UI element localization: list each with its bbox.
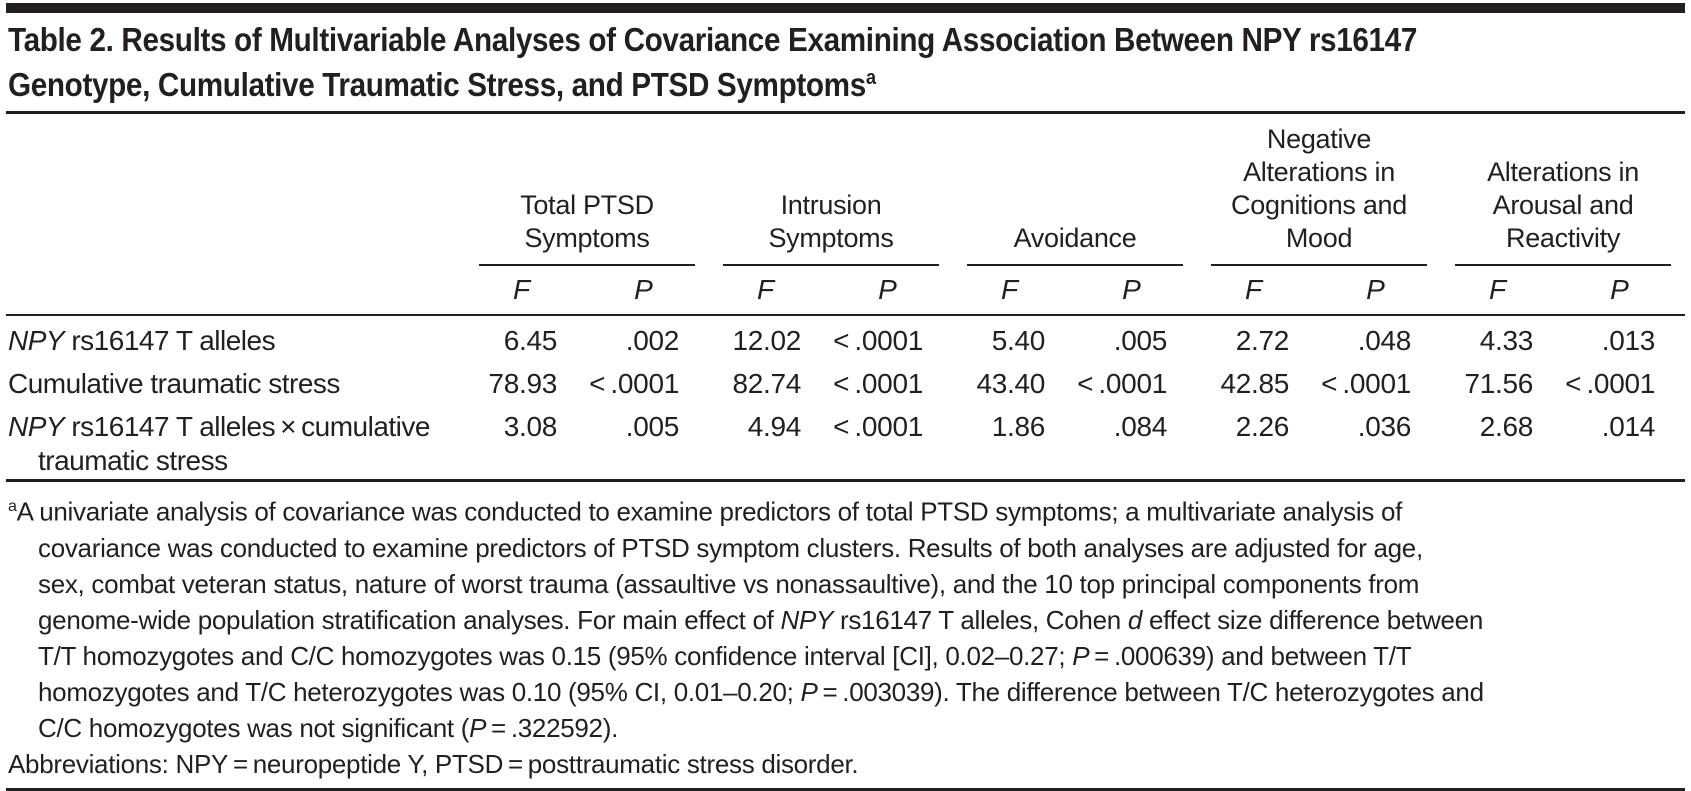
stat-header-f: F: [709, 266, 832, 316]
data-cell: 71.56: [1464, 368, 1534, 399]
data-cell: .005: [1113, 325, 1168, 356]
data-cell: 78.93: [488, 368, 557, 399]
data-cell: < .0001: [833, 368, 924, 399]
footnote-line: genome-wide population stratification an…: [38, 604, 1483, 635]
column-group-label: Avoidance: [967, 222, 1184, 266]
data-cell: 2.72: [1235, 325, 1290, 356]
data-cell: < .0001: [1565, 368, 1656, 399]
data-cell: 6.45: [503, 325, 558, 356]
stat-header-f: F: [1197, 266, 1320, 316]
data-cell: 4.33: [1479, 325, 1534, 356]
stat-header-p: P: [831, 266, 954, 316]
stat-header-f: F: [953, 266, 1076, 316]
column-group-label: Negative Alterations in Cognitions and Mood: [1211, 123, 1428, 266]
data-cell: 2.68: [1441, 402, 1564, 482]
footnote-line: covariance was conducted to examine pred…: [38, 532, 1423, 563]
data-cell: < .0001: [1077, 368, 1168, 399]
stat-header-p: P: [1563, 266, 1686, 316]
column-group-label: Intrusion Symptoms: [723, 189, 940, 266]
column-group-total-ptsd-symptoms: Total PTSD Symptoms: [465, 114, 709, 266]
data-cell: 5.40: [991, 325, 1046, 356]
data-cell: .014: [1563, 402, 1686, 482]
table-title-line1: Table 2. Results of Multivariable Analys…: [8, 21, 1417, 58]
row-label-header-spacer: [6, 114, 465, 266]
table-row: Cumulative traumatic stress 78.93 < .000…: [6, 359, 1685, 402]
data-cell: 3.08: [465, 402, 587, 482]
footnote-line: aA univariate analysis of covariance was…: [8, 496, 1403, 527]
row-label: Cumulative traumatic stress: [8, 368, 340, 399]
footnote-line: C/C homozygotes was not significant (P =…: [38, 712, 618, 743]
table-row: NPY rs16147 T alleles 6.45 .002 12.02 < …: [6, 315, 1685, 359]
data-cell: 4.94: [709, 402, 832, 482]
column-group-label: Total PTSD Symptoms: [479, 189, 696, 266]
data-cell: < .0001: [833, 325, 924, 356]
stat-header-f: F: [465, 266, 587, 316]
data-cell: 12.02: [732, 325, 802, 356]
data-cell: 82.74: [732, 368, 802, 399]
abbreviations-line: Abbreviations: NPY = neuropeptide Y, PTS…: [8, 748, 859, 779]
column-group-negative-alterations: Negative Alterations in Cognitions and Mood: [1197, 114, 1441, 266]
stat-header-p: P: [1319, 266, 1442, 316]
table-figure: Table 2. Results of Multivariable Analys…: [0, 3, 1691, 791]
column-group-arousal-reactivity: Alterations in Arousal and Reactivity: [1441, 114, 1685, 266]
stat-header-p: P: [1075, 266, 1198, 316]
top-rule: [6, 3, 1685, 13]
data-cell: < .0001: [589, 368, 680, 399]
row-label-line1: NPY rs16147 T alleles × cumulative: [8, 411, 430, 442]
data-cell: .013: [1601, 325, 1656, 356]
footnote-line: homozygotes and T/C heterozygotes was 0.…: [38, 676, 1484, 707]
row-label: NPY rs16147 T alleles: [8, 325, 276, 356]
data-cell: .002: [625, 325, 680, 356]
stat-header-f: F: [1441, 266, 1564, 316]
data-cell: .036: [1319, 402, 1442, 482]
row-label-header-spacer: [6, 266, 465, 316]
row-label-line2: traumatic stress: [38, 445, 228, 476]
data-cell: 42.85: [1220, 368, 1290, 399]
data-cell: 43.40: [976, 368, 1046, 399]
data-cell: .084: [1075, 402, 1198, 482]
column-group-intrusion-symptoms: Intrusion Symptoms: [709, 114, 953, 266]
data-cell: 2.26: [1197, 402, 1320, 482]
footnote-line: T/T homozygotes and C/C homozygotes was …: [38, 640, 1412, 671]
data-cell: < .0001: [831, 402, 954, 482]
column-group-label: Alterations in Arousal and Reactivity: [1455, 156, 1672, 266]
table-title-line2: Genotype, Cumulative Traumatic Stress, a…: [8, 66, 876, 103]
bottom-rule: [6, 787, 1685, 791]
data-cell: < .0001: [1321, 368, 1412, 399]
results-table: Total PTSD Symptoms Intrusion Symptoms Avo…: [6, 114, 1686, 482]
table-title: Table 2. Results of Multivariable Analys…: [6, 13, 1685, 114]
row-label: NPY rs16147 T alleles × cumulative traum…: [6, 402, 465, 482]
column-group-avoidance: Avoidance: [953, 114, 1197, 266]
table-row: NPY rs16147 T alleles × cumulative traum…: [6, 402, 1686, 482]
data-cell: .048: [1357, 325, 1412, 356]
data-cell: .005: [587, 402, 710, 482]
data-cell: 1.86: [953, 402, 1076, 482]
stat-header-p: P: [587, 266, 710, 316]
footnote-line: sex, combat veteran status, nature of wo…: [38, 568, 1420, 599]
footnotes: aA univariate analysis of covariance was…: [6, 482, 1685, 782]
